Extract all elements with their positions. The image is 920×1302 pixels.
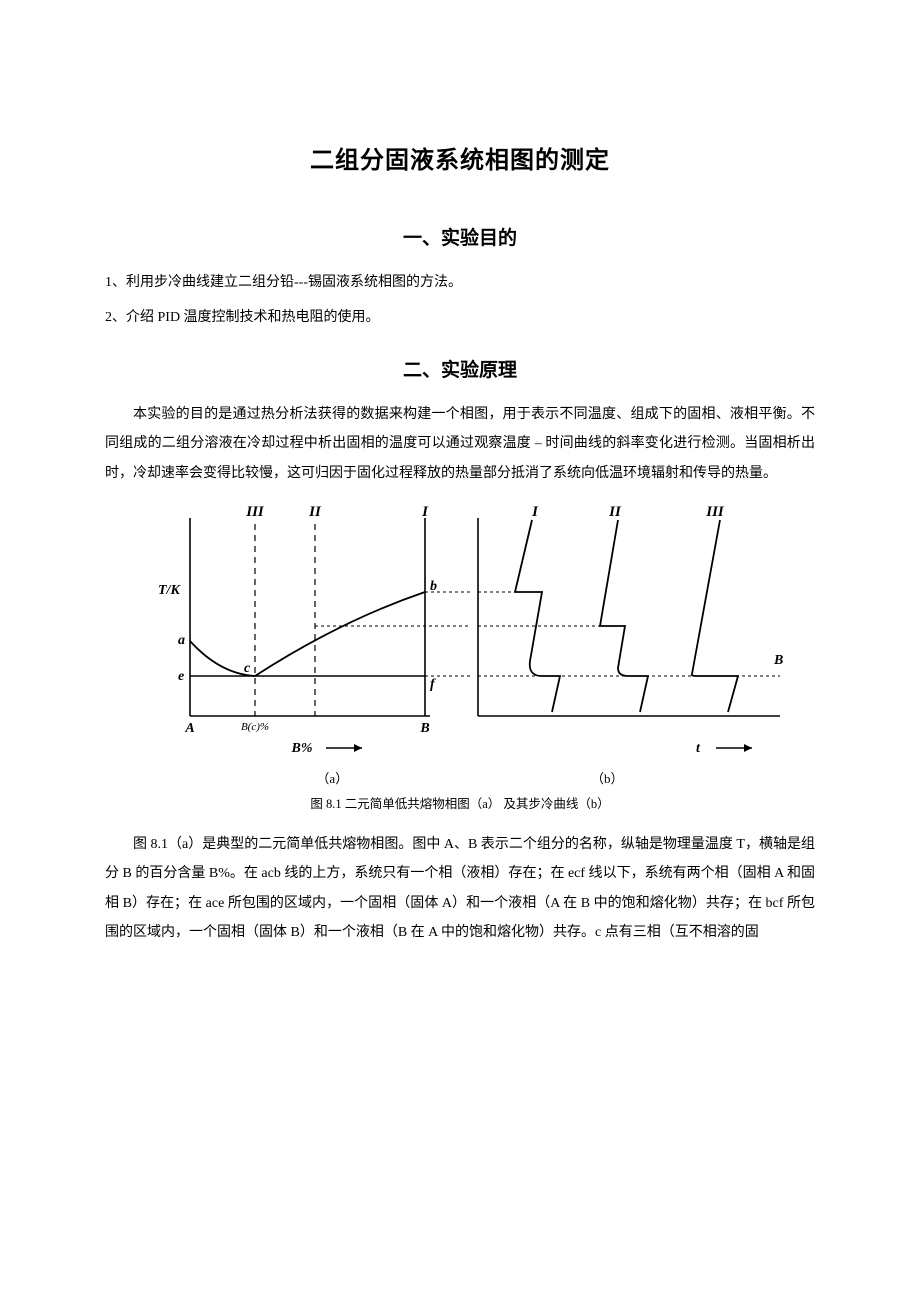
s2-p1: 本实验的目的是通过热分析法获得的数据来构建一个相图，用于表示不同温度、组成下的固… (105, 400, 815, 488)
label-TK: T/K (158, 583, 181, 598)
label-I-right: I (531, 504, 539, 520)
figure-caption: 图 8.1 二元简单低共熔物相图（a） 及其步冷曲线（b） (105, 793, 815, 812)
arrow-t-head (744, 744, 752, 752)
label-B-far: B (773, 653, 783, 668)
curve-III (692, 520, 738, 712)
label-t: t (696, 741, 701, 756)
label-III-left: III (245, 504, 265, 520)
label-I-left: I (421, 504, 429, 520)
label-c: c (244, 661, 251, 676)
label-II-right: II (608, 504, 622, 520)
section-2-heading: 二、实验原理 (105, 355, 815, 382)
label-a: a (178, 633, 185, 648)
subfig-b: I II III B t (478, 504, 783, 756)
page: 二组分固液系统相图的测定 一、实验目的 1、利用步冷曲线建立二组分铅---锡固液… (0, 0, 920, 1302)
arrow-Bpct-head (354, 744, 362, 752)
label-B-right: B (419, 721, 429, 736)
label-II-left: II (308, 504, 322, 520)
curve-II (600, 520, 648, 712)
figure-8-1: III II I T/K a e c b f (105, 496, 815, 812)
curve-cb (255, 592, 425, 676)
subfig-a: III II I T/K a e c b f (158, 504, 470, 756)
label-Bpct: B% (291, 741, 313, 756)
subfig-labels: （a） （b） (105, 768, 815, 787)
s1-p1: 1、利用步冷曲线建立二组分铅---锡固液系统相图的方法。 (105, 268, 815, 297)
phase-diagram-svg: III II I T/K a e c b f (130, 496, 790, 766)
subfig-a-label: （a） (316, 768, 348, 787)
label-b: b (430, 579, 437, 594)
s1-p2: 2、介绍 PID 温度控制技术和热电阻的使用。 (105, 303, 815, 332)
section-1-heading: 一、实验目的 (105, 223, 815, 250)
label-A: A (184, 721, 194, 736)
label-Bc: B(c)% (241, 721, 269, 733)
s2-p2: 图 8.1（a）是典型的二元简单低共熔物相图。图中 A、B 表示二个组分的名称，… (105, 830, 815, 948)
label-III-right: III (705, 504, 725, 520)
subfig-b-label: （b） (591, 768, 624, 787)
document-title: 二组分固液系统相图的测定 (105, 140, 815, 175)
curve-I (515, 520, 560, 712)
label-e: e (178, 669, 184, 684)
label-f: f (430, 677, 436, 692)
